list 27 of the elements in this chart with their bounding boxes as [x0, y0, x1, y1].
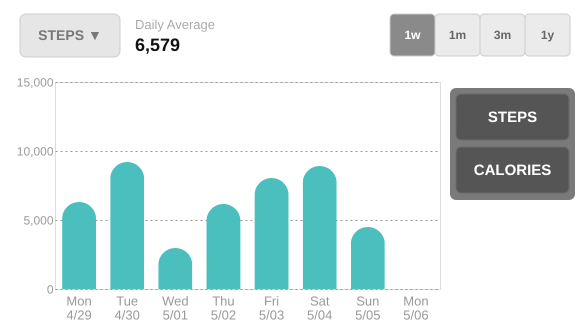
bar [302, 166, 337, 289]
text: 6,579 [135, 35, 180, 55]
x-tick-label: Sun 5/05 [355, 294, 380, 322]
x-tick-label: Mon 5/06 [403, 294, 429, 322]
y-tick-label: 10,000 [16, 144, 54, 158]
text: 1w [404, 28, 422, 42]
bar [350, 227, 385, 289]
text: Daily Average [135, 17, 215, 32]
y-tick-label: 15,000 [16, 76, 54, 90]
text: STEPS ▼ [38, 27, 102, 43]
text: CALORIES [474, 162, 552, 179]
text: 3m [494, 28, 512, 42]
bar [254, 178, 289, 289]
y-tick-label: 0 [46, 282, 54, 296]
x-tick-label: Wed 5/01 [162, 294, 189, 322]
text: 1m [448, 28, 466, 42]
text: STEPS [488, 109, 538, 126]
x-tick-label: Mon 4/29 [66, 294, 92, 322]
x-tick-label: Fri 5/03 [258, 294, 284, 322]
bar [110, 162, 144, 289]
bar [206, 204, 240, 289]
x-tick-label: Thu 5/02 [210, 294, 236, 322]
y-tick-label: 5,000 [23, 214, 54, 228]
x-tick-label: Sat 5/04 [307, 294, 332, 322]
x-tick-label: Tue 4/30 [114, 294, 140, 322]
text: 1y [540, 28, 554, 42]
bar [62, 202, 96, 289]
